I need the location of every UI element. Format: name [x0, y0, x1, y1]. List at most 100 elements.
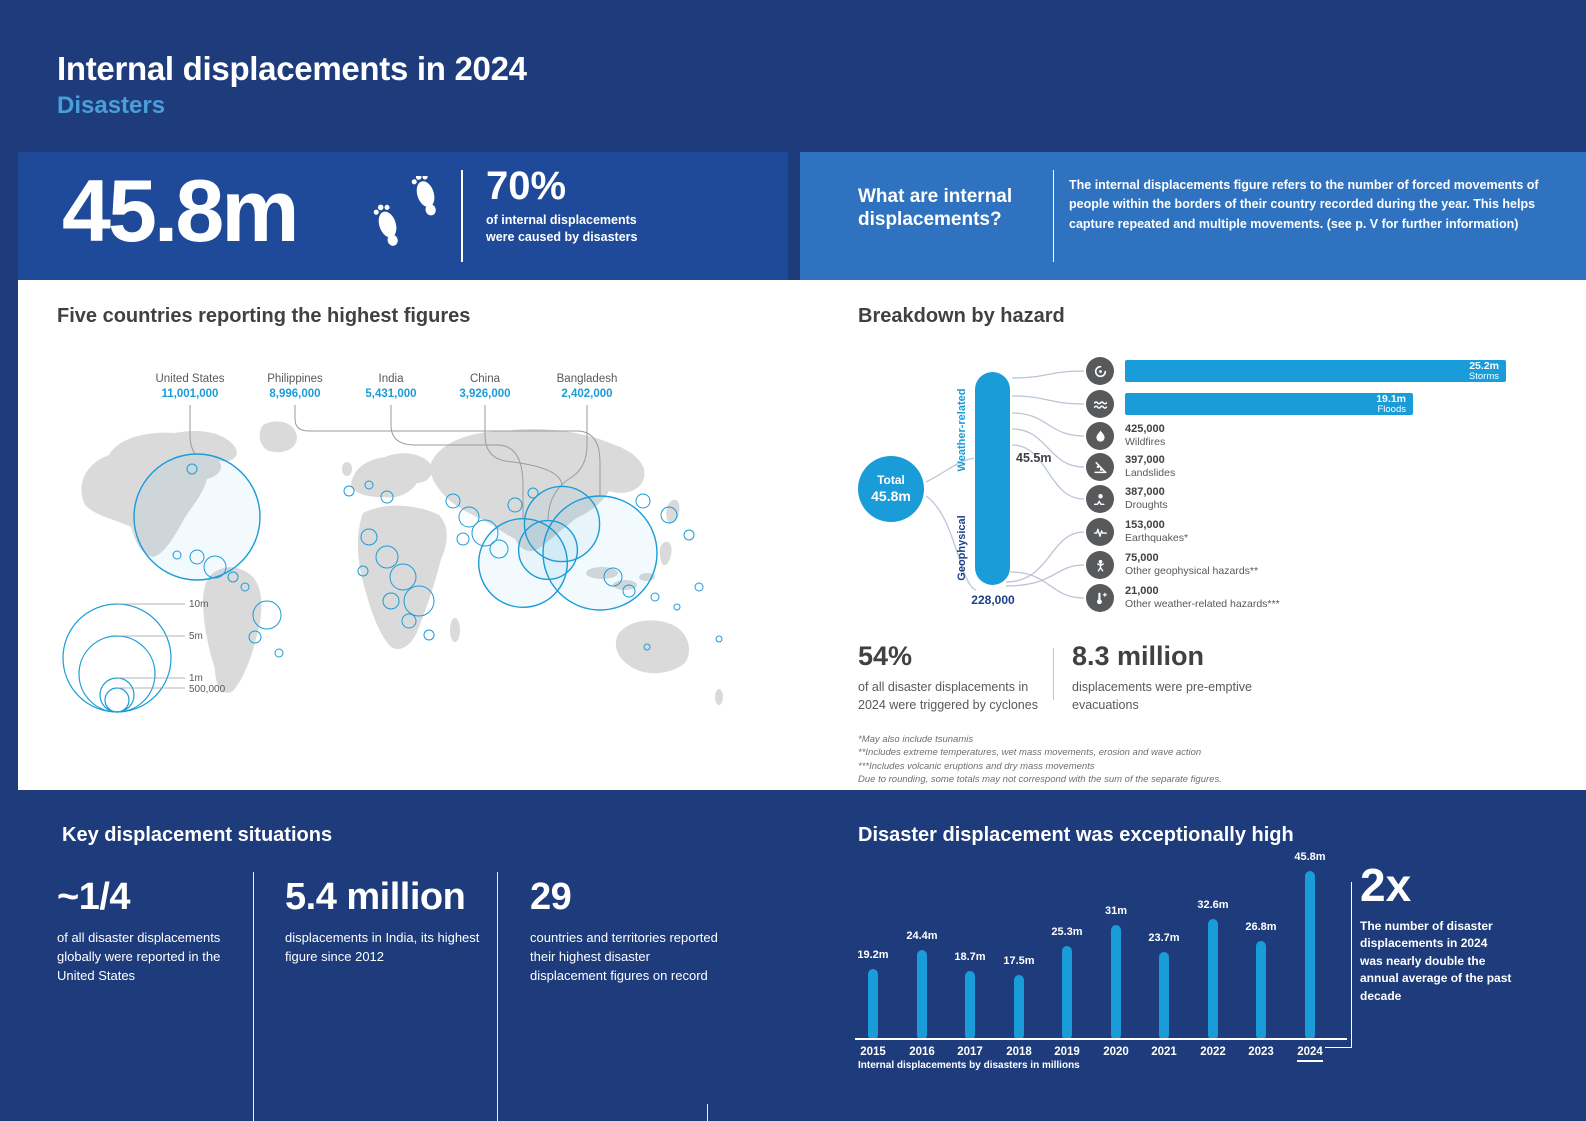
trend-bar-value: 26.8m	[1245, 921, 1277, 933]
hazard-label: Other geophysical hazards**	[1125, 565, 1259, 578]
key-stat-text: of all disaster displacements globally w…	[57, 930, 221, 983]
trend-bar	[1111, 925, 1121, 1040]
column-divider	[707, 1104, 708, 1121]
footnote: Due to rounding, some totals may not cor…	[858, 774, 1222, 786]
highlight-text: The number of disaster displacements in …	[1360, 919, 1512, 1003]
country-value: 11,001,000	[161, 387, 219, 400]
hazard-row-other-geophysical: 75,000 Other geophysical hazards**	[1086, 551, 1258, 579]
trend-bar	[917, 950, 927, 1040]
cyclone-stat-value: 54%	[858, 641, 913, 671]
trend-bar-value: 31m	[1104, 905, 1128, 917]
hazard-value: 21,000	[1125, 584, 1159, 597]
hazard-label: Droughts	[1125, 499, 1168, 512]
key-stat-value: ~1/4	[57, 876, 131, 918]
hazard-value: 397,000	[1125, 453, 1165, 466]
key-stat-records: 29 countries and territories reported th…	[530, 876, 725, 986]
legend-5m: 5m	[189, 631, 203, 642]
drought-icon	[1086, 485, 1114, 513]
panel-divider	[1053, 170, 1054, 262]
chart-baseline	[855, 1038, 1347, 1040]
trend-year: 2019	[1054, 1046, 1080, 1058]
geophysical-value: 228,000	[971, 593, 1015, 607]
trend-column: 25.3m 2019	[1043, 840, 1091, 1058]
bubble-philippines	[542, 495, 658, 611]
hazard-value: 25.2m	[1469, 360, 1499, 372]
trend-bar	[1208, 919, 1218, 1040]
country-label-china: China 3,926,000	[425, 372, 545, 402]
map-section-title: Five countries reporting the highest fig…	[57, 305, 471, 327]
country-label-philippines: Philippines 8,996,000	[235, 372, 355, 402]
footnotes: *May also include tsunamis **Includes ex…	[858, 733, 1338, 787]
hazard-value: 387,000	[1125, 485, 1165, 498]
hazard-value: 75,000	[1125, 551, 1159, 564]
cyclone-icon	[1086, 357, 1114, 385]
hazard-row-other-weather: 21,000 Other weather-related hazards***	[1086, 584, 1280, 612]
hazard-row-landslides: 397,000 Landslides	[1086, 453, 1175, 481]
trend-column: 19.2m 2015	[849, 840, 897, 1058]
hazard-row-earthquakes: 153,000 Earthquakes*	[1086, 518, 1188, 546]
trend-bar-value: 45.8m	[1294, 851, 1326, 863]
key-stat-text: displacements in India, its highest figu…	[285, 930, 480, 964]
trend-bar-value: 25.3m	[1051, 926, 1083, 938]
evacuation-stat-text: displacements were pre-emptive evacuatio…	[1072, 680, 1252, 713]
bubble-bangladesh	[517, 519, 579, 581]
trend-year: 2017	[957, 1046, 983, 1058]
country-name: Bangladesh	[556, 373, 618, 385]
trend-bar-value: 17.5m	[1003, 955, 1035, 967]
trend-column: 32.6m 2022	[1189, 840, 1237, 1058]
hazard-group-capsule	[975, 372, 1010, 585]
country-value: 8,996,000	[269, 387, 321, 400]
hazard-label: Other weather-related hazards***	[1125, 598, 1280, 611]
page-title: Internal displacements in 2024	[57, 50, 527, 87]
wildfire-icon	[1086, 422, 1114, 450]
trend-column: 18.7m 2017	[946, 840, 994, 1058]
trend-bar-value: 19.2m	[857, 949, 889, 961]
trend-year: 2022	[1200, 1046, 1226, 1058]
trend-bar	[1062, 946, 1072, 1040]
key-stat-value: 29	[530, 876, 572, 918]
trend-bar	[1014, 975, 1024, 1040]
footnote: *May also include tsunamis	[858, 734, 974, 745]
footnote: ***Includes volcanic eruptions and dry m…	[858, 760, 1095, 772]
hazards-section-title: Breakdown by hazard	[858, 305, 1065, 327]
country-value: 2,402,000	[561, 387, 613, 400]
hazard-label: Landslides	[1125, 467, 1176, 480]
evacuation-stat: 8.3 million displacements were pre-empti…	[1072, 641, 1287, 714]
trend-bar-value: 23.7m	[1148, 932, 1180, 944]
total-label: Total	[877, 473, 905, 488]
column-divider	[497, 872, 498, 1121]
country-name: Philippines	[267, 373, 323, 385]
floods-bar: 19.1m Floods	[1125, 393, 1413, 415]
trend-column: 24.4m 2016	[898, 840, 946, 1058]
minor-country-bubbles	[172, 463, 723, 658]
trend-year: 2021	[1151, 1046, 1177, 1058]
key-stat-us: ~1/4 of all disaster displacements globa…	[57, 876, 235, 986]
legend-500k: 500,000	[189, 684, 226, 695]
footnote: **Includes extreme temperatures, wet mas…	[858, 747, 1202, 759]
trend-bar	[965, 971, 975, 1040]
key-stat-value: 5.4 million	[285, 876, 466, 918]
legend-1m: 1m	[189, 673, 203, 684]
disaster-percentage-caption: of internal displacements were caused by…	[486, 213, 638, 244]
legend-10m: 10m	[189, 599, 208, 610]
total-value: 45.8m	[871, 487, 911, 504]
footprints-icon	[370, 174, 446, 261]
trend-year: 2018	[1006, 1046, 1032, 1058]
page-subtitle: Disasters	[57, 92, 166, 119]
highlight-bracket	[1351, 882, 1352, 1048]
evacuation-stat-value: 8.3 million	[1072, 641, 1205, 671]
landslide-icon	[1086, 453, 1114, 481]
cyclone-stat: 54% of all disaster displacements in 202…	[858, 641, 1053, 714]
panel-divider	[461, 170, 463, 262]
map-callout-lines	[189, 405, 601, 522]
cyclone-stat-text: of all disaster displacements in 2024 we…	[858, 680, 1038, 713]
hazard-row-floods: 19.1m Floods	[1086, 390, 1413, 418]
earthquake-icon	[1086, 518, 1114, 546]
trend-bar	[868, 969, 878, 1040]
disaster-percentage: 70%	[486, 164, 567, 208]
bubble-size-legend: 10m 5m 1m 500,000	[62, 599, 226, 713]
weather-related-value: 45.5m	[1016, 451, 1052, 465]
hazard-connector-lines	[925, 370, 1085, 599]
key-stat-text: countries and territories reported their…	[530, 930, 718, 983]
